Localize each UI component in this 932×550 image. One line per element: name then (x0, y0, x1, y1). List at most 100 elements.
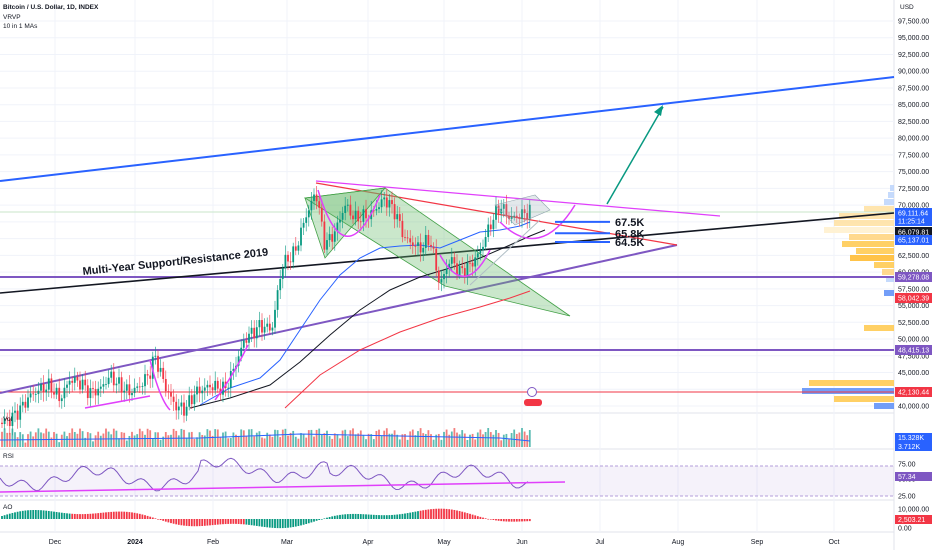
ao-bar (42, 510, 45, 519)
ao-bar (154, 518, 157, 519)
volume-tag-text: 15.328K (898, 435, 924, 442)
volume-bar (297, 438, 300, 447)
candle-body (198, 386, 201, 394)
volume-bar (279, 437, 282, 447)
ao-bar (492, 519, 495, 520)
volume-bar (268, 434, 271, 447)
ao-bar (73, 513, 76, 519)
ao-bar (333, 515, 336, 519)
ao-bar (484, 518, 487, 519)
volume-bar (502, 434, 505, 447)
candle-body (276, 290, 279, 310)
ao-bar (76, 514, 79, 519)
candle-body (209, 384, 211, 388)
candle-body (528, 204, 531, 220)
ao-bar (419, 510, 422, 519)
ao-bar (326, 517, 328, 519)
volume-bar (302, 434, 305, 447)
ao-bar (513, 519, 516, 522)
candle-body (167, 391, 170, 393)
volume-bar (357, 433, 360, 447)
candle-body (180, 402, 183, 407)
volume-bar (435, 434, 438, 447)
candle-body (336, 222, 339, 232)
candle-body (27, 397, 29, 408)
ao-bar (266, 519, 269, 528)
candle-body (14, 410, 16, 413)
volume-bar (99, 435, 102, 447)
volume-bar (359, 430, 362, 447)
price-tag-text: 42,130.44 (898, 390, 929, 397)
vrvp-label[interactable]: VRVP (3, 14, 21, 21)
candle-body (505, 204, 508, 217)
volume-bar (125, 440, 128, 447)
ao-bar (448, 509, 451, 519)
ao-bar (336, 515, 339, 519)
volume-profile-bar (809, 380, 894, 386)
candle-body (133, 387, 136, 394)
volume-bar (242, 430, 245, 447)
ao-bar (32, 510, 35, 519)
ao-bar (211, 519, 214, 526)
volume-bar (318, 428, 321, 447)
volume-bar (21, 434, 24, 447)
volume-bar (235, 434, 237, 447)
ao-bar (183, 519, 185, 526)
candle-body (136, 386, 139, 388)
ao-bar (63, 513, 66, 519)
volume-bar (105, 428, 107, 447)
candle-body (313, 194, 315, 201)
candle-body (513, 215, 516, 217)
ao-bar (281, 519, 284, 529)
volume-profile-bar (882, 269, 894, 275)
ma-label[interactable]: 10 in 1 MAs (3, 23, 38, 30)
ao-bar (45, 510, 48, 519)
volume-bar (352, 428, 354, 447)
volume-bar (287, 435, 289, 447)
candle-body (253, 327, 256, 339)
candle-body (456, 263, 458, 276)
candle-body (216, 380, 219, 389)
candle-body (466, 262, 469, 277)
candle-body (302, 222, 305, 228)
candle-body (437, 270, 440, 283)
ao-bar (526, 519, 529, 522)
candle-body (341, 212, 344, 220)
candle-body (393, 204, 396, 220)
candle-body (461, 266, 464, 269)
candle-body (333, 231, 336, 242)
symbol-title[interactable]: Bitcoin / U.S. Dollar, 1D, INDEX (3, 4, 99, 11)
ao-bar (453, 509, 456, 519)
candle-body (177, 406, 180, 411)
candle-body (190, 395, 193, 405)
ao-bar (383, 515, 386, 519)
candle-body (188, 395, 191, 407)
y-tick-label: 80,000.00 (898, 136, 929, 143)
volume-profile-bar (886, 276, 894, 282)
ao-pane: 10,000.00 0.00 2,503.21 (1, 507, 932, 533)
volume-bar (479, 429, 482, 447)
volume-bar (463, 433, 466, 447)
volume-profile-bar (849, 234, 894, 240)
volume-bar (411, 429, 414, 447)
ao-bar (289, 519, 292, 528)
volume-bar (385, 428, 388, 447)
ao-bar (115, 511, 118, 519)
volume-tag (895, 433, 932, 442)
candle-body (211, 387, 214, 391)
ao-bar (16, 511, 19, 519)
volume-bar (157, 432, 159, 447)
time-axis[interactable]: Dec 2024 Feb Mar Apr May Jun Jul Aug Sep Oct (49, 539, 840, 546)
volume-bar (515, 433, 518, 447)
x-tick-label: May (437, 539, 451, 546)
currency-label[interactable]: USD (900, 4, 914, 11)
candles (1, 186, 531, 436)
ao-bar (391, 514, 393, 519)
volume-bar (521, 428, 523, 447)
volume-bar (146, 428, 149, 447)
volume-bar (37, 428, 40, 447)
ao-bar (417, 511, 419, 519)
ao-bar (320, 519, 323, 520)
volume-bar (326, 430, 328, 447)
